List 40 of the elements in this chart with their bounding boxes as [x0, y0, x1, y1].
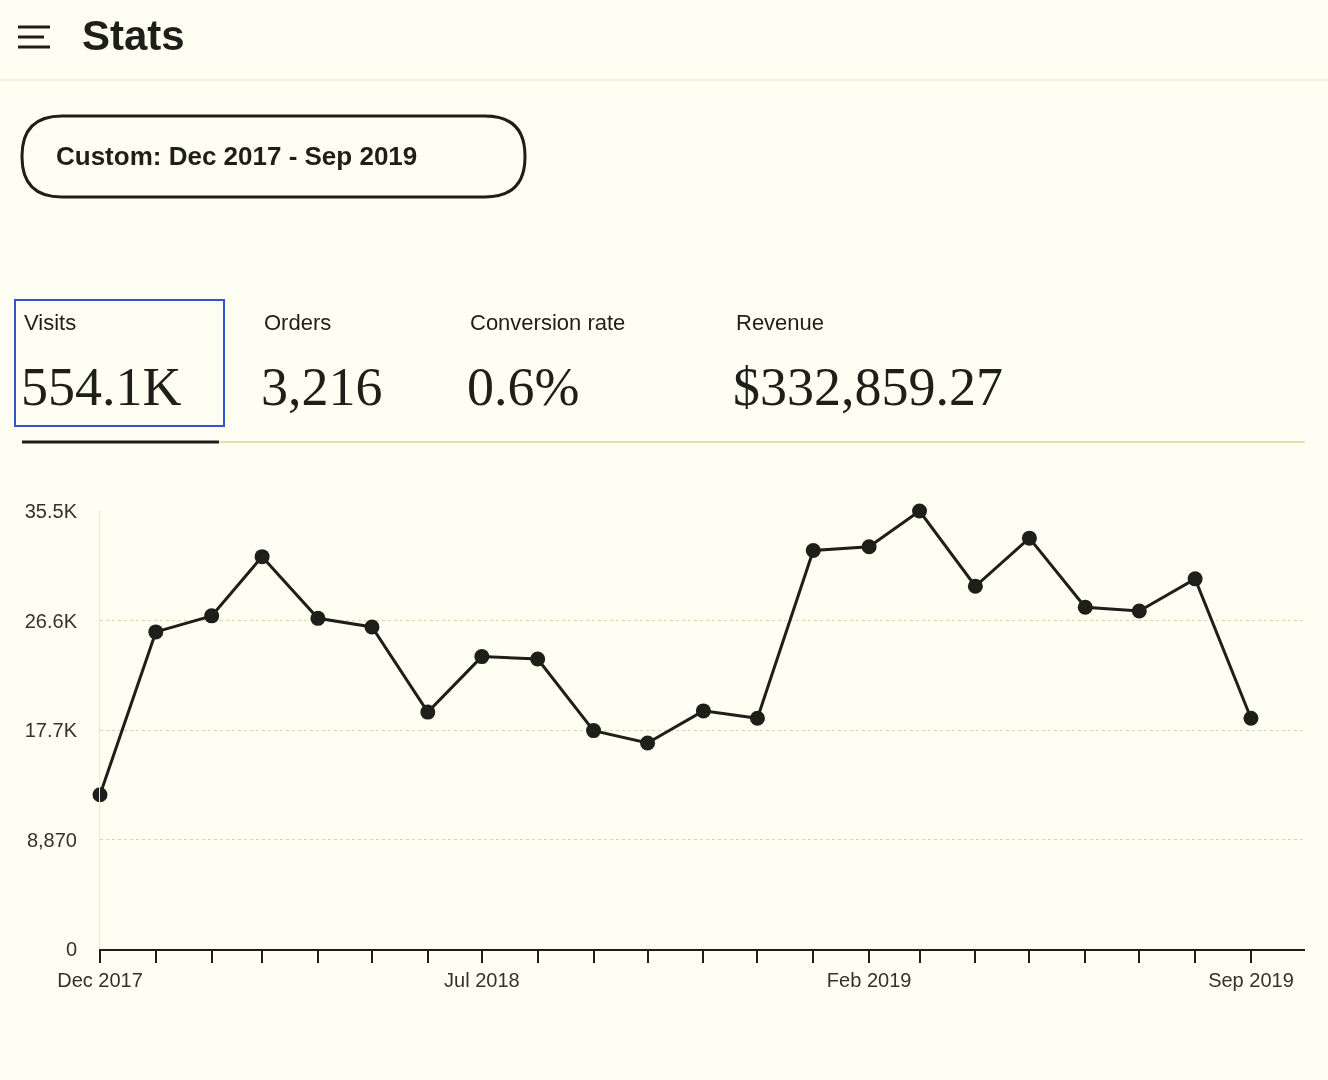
chart-title: Stats	[82, 12, 185, 59]
x-tick-label: Sep 2019	[1208, 969, 1294, 991]
point	[530, 651, 546, 667]
x-tick-label: Jul 2018	[444, 969, 520, 991]
point	[148, 624, 164, 640]
point	[861, 539, 877, 555]
point	[749, 710, 765, 726]
point	[1077, 599, 1093, 615]
chart-subtitle: Custom: Dec 2017 - Sep 2019	[56, 141, 418, 171]
point	[640, 735, 656, 751]
point	[364, 619, 380, 635]
point	[1243, 710, 1259, 726]
point	[1021, 530, 1037, 546]
point	[420, 704, 436, 720]
y-tick-label: 8,870	[26, 828, 77, 851]
text: 554.1K	[21, 357, 182, 417]
point	[204, 608, 220, 624]
text: Visits	[24, 310, 77, 335]
y-tick-label: 26.6K	[24, 609, 78, 632]
point	[1187, 571, 1203, 587]
y-tick-label: 17.7K	[24, 719, 78, 742]
x-tick-label: Feb 2019	[826, 969, 912, 991]
text: Orders	[264, 310, 332, 335]
point	[586, 723, 602, 739]
text: Revenue	[736, 310, 825, 335]
x-tick-label: Dec 2017	[57, 969, 143, 991]
text: 3,216	[261, 357, 383, 417]
point	[1131, 603, 1147, 619]
point	[695, 703, 711, 719]
text: $332,859.27	[733, 357, 1003, 417]
point	[474, 649, 490, 665]
point	[912, 503, 928, 519]
point	[805, 542, 821, 558]
y-tick-label: 0	[65, 938, 77, 960]
point	[967, 578, 983, 594]
text: 0.6%	[467, 357, 580, 417]
y-tick-label: 35.5K	[24, 500, 78, 523]
text: Conversion rate	[470, 310, 626, 335]
point	[254, 549, 270, 565]
point	[310, 610, 326, 626]
